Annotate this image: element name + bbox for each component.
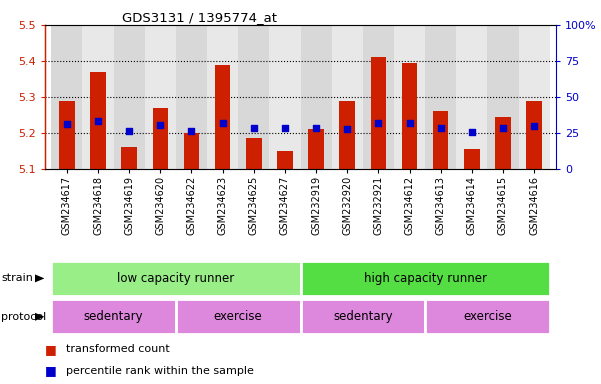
Bar [114, 25, 145, 169]
Bar [340, 101, 355, 169]
Bar [425, 299, 550, 334]
Text: ■: ■ [45, 343, 57, 356]
Bar [308, 129, 324, 169]
Point [343, 126, 352, 132]
Point [124, 128, 134, 134]
Bar [332, 25, 363, 169]
Bar [207, 25, 238, 169]
Point [498, 124, 508, 131]
Point [311, 125, 321, 131]
Point [374, 120, 383, 126]
Bar [394, 25, 425, 169]
Text: sedentary: sedentary [84, 310, 144, 323]
Bar [401, 63, 417, 169]
Bar [363, 25, 394, 169]
Polygon shape [35, 313, 44, 321]
Bar [433, 111, 448, 169]
Text: high capacity runner: high capacity runner [364, 272, 487, 285]
Bar [487, 25, 519, 169]
Text: ■: ■ [45, 364, 57, 377]
Text: strain: strain [1, 273, 33, 283]
Text: exercise: exercise [463, 310, 512, 323]
Bar [145, 25, 176, 169]
Bar [300, 299, 425, 334]
Point [187, 128, 197, 134]
Point [436, 124, 445, 131]
Bar [153, 108, 168, 169]
Text: exercise: exercise [214, 310, 263, 323]
Text: sedentary: sedentary [333, 310, 392, 323]
Bar [269, 25, 300, 169]
Point [218, 120, 227, 126]
Bar [371, 57, 386, 169]
Bar [176, 299, 300, 334]
Bar [215, 65, 230, 169]
Point [156, 122, 165, 128]
Bar [526, 101, 542, 169]
Bar [176, 25, 207, 169]
Bar [464, 149, 480, 169]
Bar [495, 117, 511, 169]
Bar [121, 147, 137, 169]
Bar [425, 25, 456, 169]
Bar [238, 25, 269, 169]
Point [404, 120, 414, 126]
Point [467, 128, 477, 135]
Point [93, 118, 103, 124]
Text: low capacity runner: low capacity runner [117, 272, 234, 285]
Bar [51, 261, 300, 296]
Text: protocol: protocol [1, 312, 46, 322]
Bar [90, 72, 106, 169]
Point [529, 123, 539, 129]
Bar [456, 25, 487, 169]
Bar [246, 138, 261, 169]
Polygon shape [35, 274, 44, 283]
Text: transformed count: transformed count [66, 344, 170, 354]
Text: percentile rank within the sample: percentile rank within the sample [66, 366, 254, 376]
Bar [51, 25, 82, 169]
Bar [300, 25, 332, 169]
Point [249, 125, 258, 131]
Bar [59, 101, 75, 169]
Bar [51, 299, 176, 334]
Point [280, 125, 290, 131]
Bar [519, 25, 550, 169]
Text: GDS3131 / 1395774_at: GDS3131 / 1395774_at [122, 12, 276, 25]
Bar [184, 133, 200, 169]
Bar [82, 25, 114, 169]
Bar [277, 151, 293, 169]
Point [62, 121, 72, 127]
Bar [300, 261, 550, 296]
